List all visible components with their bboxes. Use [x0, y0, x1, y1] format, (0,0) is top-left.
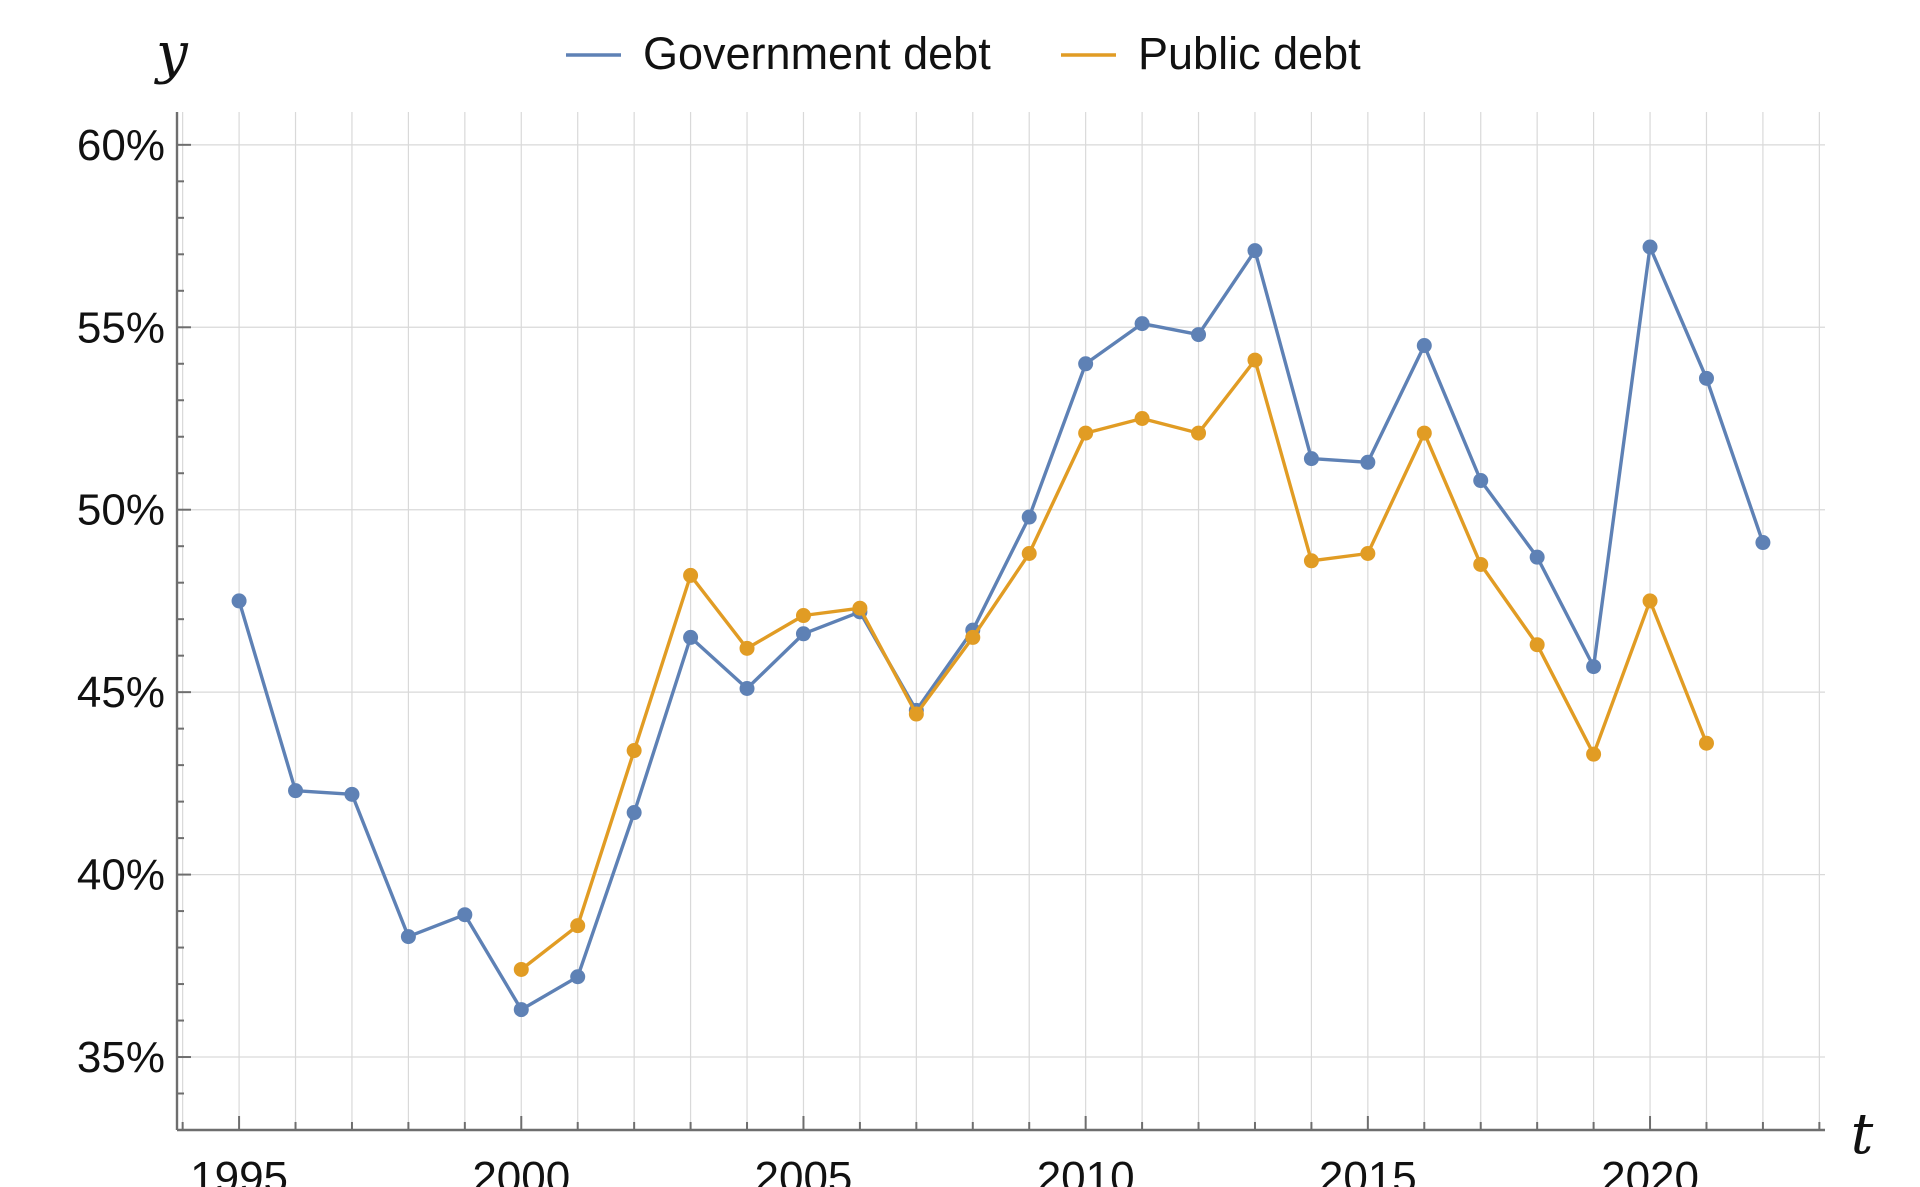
- data-point-government-debt: [1303, 451, 1319, 467]
- data-point-public-debt: [570, 918, 586, 934]
- data-point-government-debt: [683, 629, 699, 645]
- data-point-government-debt: [1529, 549, 1545, 565]
- data-point-government-debt: [231, 593, 247, 609]
- data-point-government-debt: [1698, 370, 1714, 386]
- data-point-government-debt: [1134, 316, 1150, 332]
- data-point-public-debt: [626, 743, 642, 759]
- data-point-public-debt: [739, 640, 755, 656]
- series-line-public-debt: [520, 358, 1709, 971]
- data-point-public-debt: [1191, 425, 1207, 441]
- series-line-government-debt: [237, 245, 1765, 1012]
- data-point-government-debt: [457, 907, 473, 923]
- x-tick-label: 1995: [190, 1153, 288, 1187]
- data-point-public-debt: [1303, 553, 1319, 569]
- x-tick-label: 2000: [472, 1153, 570, 1187]
- data-point-government-debt: [739, 681, 755, 697]
- data-point-government-debt: [1247, 243, 1263, 259]
- x-tick-label: 2020: [1601, 1153, 1699, 1187]
- grid: [177, 112, 1825, 1130]
- y-tick-label: 50%: [77, 486, 165, 535]
- data-point-government-debt: [400, 929, 416, 945]
- legend-item-government-debt: Government debt: [566, 28, 991, 79]
- legend: Government debt Public debt: [566, 28, 1361, 79]
- data-point-government-debt: [626, 805, 642, 821]
- data-point-public-debt: [1529, 637, 1545, 653]
- data-point-public-debt: [1416, 425, 1432, 441]
- data-point-public-debt: [795, 608, 811, 624]
- data-point-government-debt: [1360, 454, 1376, 470]
- data-point-government-debt: [1586, 659, 1602, 675]
- data-point-public-debt: [965, 629, 981, 645]
- data-point-public-debt: [1586, 746, 1602, 762]
- x-tick-label: 2015: [1319, 1153, 1417, 1187]
- data-point-government-debt: [1416, 338, 1432, 354]
- data-point-public-debt: [1021, 545, 1037, 561]
- data-point-public-debt: [1360, 545, 1376, 561]
- data-point-public-debt: [852, 600, 868, 616]
- x-axis-title: t: [1851, 1102, 1874, 1167]
- data-point-public-debt: [1247, 352, 1263, 368]
- y-tick-label: 60%: [77, 121, 165, 170]
- data-point-government-debt: [513, 1002, 529, 1018]
- x-tick-label: 2010: [1037, 1153, 1135, 1187]
- axes: y t: [153, 21, 1874, 1167]
- series: [231, 239, 1771, 1018]
- legend-label-government-debt: Government debt: [643, 28, 991, 79]
- data-point-government-debt: [1473, 473, 1489, 489]
- data-point-public-debt: [1642, 593, 1658, 609]
- data-point-government-debt: [288, 783, 304, 799]
- data-point-government-debt: [1078, 356, 1094, 372]
- data-point-government-debt: [795, 626, 811, 642]
- legend-item-public-debt: Public debt: [1061, 28, 1361, 79]
- y-tick-label: 55%: [77, 303, 165, 352]
- data-point-public-debt: [683, 567, 699, 583]
- data-point-public-debt: [1698, 735, 1714, 751]
- x-tick-label: 2005: [755, 1153, 853, 1187]
- data-point-government-debt: [344, 786, 360, 802]
- y-tick-label: 35%: [77, 1033, 165, 1082]
- data-point-government-debt: [1642, 239, 1658, 255]
- data-point-government-debt: [1755, 535, 1771, 551]
- ticks: 1995 2000 2005 2010 2015 2020 35% 40% 45% 50% 55% 6…: [77, 121, 1821, 1187]
- y-tick-label: 45%: [77, 668, 165, 717]
- y-tick-label: 40%: [77, 851, 165, 900]
- legend-label-public-debt: Public debt: [1138, 28, 1361, 79]
- y-axis-title: y: [153, 21, 189, 86]
- data-point-public-debt: [1078, 425, 1094, 441]
- data-point-public-debt: [908, 706, 924, 722]
- data-point-government-debt: [1021, 509, 1037, 525]
- data-point-public-debt: [1134, 410, 1150, 426]
- data-point-public-debt: [513, 961, 529, 977]
- data-point-government-debt: [1191, 327, 1207, 343]
- data-point-public-debt: [1473, 556, 1489, 572]
- data-point-government-debt: [570, 969, 586, 985]
